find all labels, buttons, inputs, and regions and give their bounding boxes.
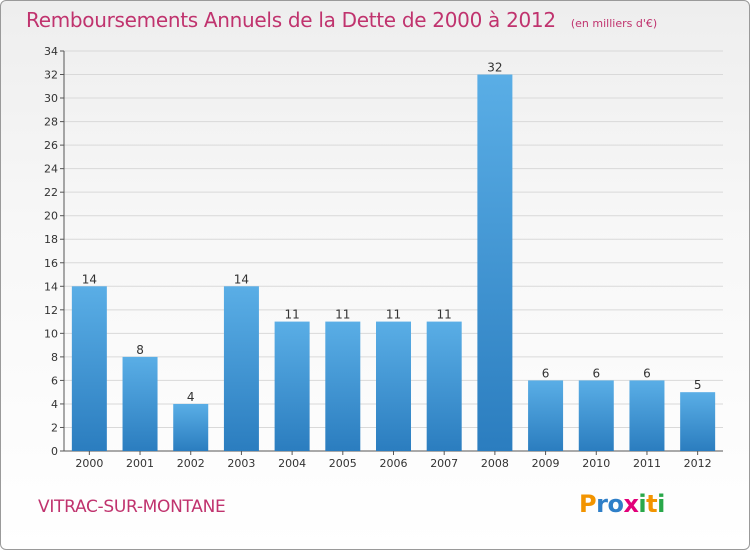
bar-value-label: 4 [187,390,195,404]
bar [173,403,209,451]
y-tick-label: 32 [44,69,58,82]
bar [680,392,716,451]
y-tick-label: 20 [44,210,58,223]
bar-value-label: 5 [694,378,702,392]
x-tick-label: 2005 [329,457,357,470]
bar-value-label: 11 [284,308,299,322]
y-tick-label: 2 [51,421,58,434]
bar [426,321,462,451]
x-tick-label: 2006 [380,457,408,470]
y-tick-label: 18 [44,233,58,246]
y-tick-label: 16 [44,257,58,270]
bar [325,321,361,451]
x-tick-label: 2012 [684,457,712,470]
x-tick-label: 2003 [227,457,255,470]
bar-value-label: 11 [437,308,452,322]
bar-value-label: 32 [487,61,502,75]
logo-letter: r [596,490,608,518]
y-tick-label: 24 [44,163,58,176]
title-line: Remboursements Annuels de la Dette de 20… [26,8,657,32]
y-tick-label: 30 [44,92,58,105]
logo-letter: t [646,490,658,518]
logo-letter: P [579,490,597,518]
bar-value-label: 6 [592,366,600,380]
bar-value-label: 6 [643,366,651,380]
commune-name: VITRAC-SUR-MONTANE [38,497,226,517]
y-tick-label: 28 [44,116,58,129]
logo-letter: i [638,490,647,518]
bar [223,286,259,451]
y-tick-label: 6 [51,374,58,387]
y-tick-label: 8 [51,351,58,364]
chart-title: Remboursements Annuels de la Dette de 20… [26,8,556,32]
bar [477,74,513,451]
logo-letter: x [623,490,639,518]
bar-value-label: 11 [335,308,350,322]
bar [528,380,564,451]
proxiti-logo[interactable]: Proxiti [579,490,665,518]
bar [71,286,107,451]
bar-value-label: 6 [542,366,550,380]
bar [376,321,411,451]
y-tick-label: 12 [44,304,58,317]
y-tick-label: 10 [44,327,58,340]
x-tick-label: 2004 [278,457,306,470]
bar-value-label: 14 [234,272,249,286]
x-tick-label: 2008 [481,457,509,470]
bar [578,380,614,451]
x-tick-label: 2011 [633,457,661,470]
y-tick-label: 14 [44,280,58,293]
y-tick-label: 34 [44,45,58,58]
x-tick-label: 2001 [126,457,154,470]
y-tick-label: 4 [51,398,58,411]
logo-letter: i [657,490,665,518]
chart-unit: (en milliers d'€) [570,17,658,30]
y-tick-label: 26 [44,139,58,152]
y-tick-label: 22 [44,186,58,199]
bar-value-label: 14 [82,272,97,286]
x-tick-label: 2002 [177,457,205,470]
bar [629,380,665,451]
x-tick-label: 2000 [75,457,103,470]
x-tick-label: 2009 [532,457,560,470]
bar [122,356,158,451]
bar-value-label: 11 [386,308,401,322]
bar [274,321,310,451]
x-tick-label: 2007 [430,457,458,470]
bar-value-label: 8 [136,343,144,357]
y-tick-label: 0 [51,445,58,458]
x-tick-label: 2010 [582,457,610,470]
logo-letter: o [607,490,624,518]
